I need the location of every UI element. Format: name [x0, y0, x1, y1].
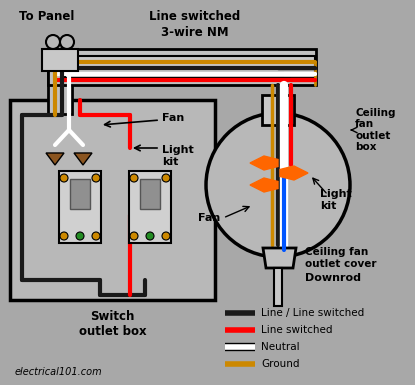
FancyBboxPatch shape — [262, 95, 294, 125]
Polygon shape — [250, 156, 278, 170]
FancyBboxPatch shape — [65, 56, 315, 78]
Polygon shape — [250, 178, 278, 192]
FancyBboxPatch shape — [59, 171, 101, 243]
Circle shape — [206, 113, 350, 257]
Circle shape — [60, 174, 68, 182]
Text: Line / Line switched: Line / Line switched — [261, 308, 364, 318]
Circle shape — [162, 174, 170, 182]
Polygon shape — [74, 153, 92, 165]
Text: electrical101.com: electrical101.com — [15, 367, 103, 377]
FancyBboxPatch shape — [48, 49, 72, 114]
FancyBboxPatch shape — [48, 49, 316, 85]
Circle shape — [92, 174, 100, 182]
Text: Line switched: Line switched — [149, 10, 241, 23]
Text: Switch
outlet box: Switch outlet box — [79, 310, 146, 338]
Text: Light
kit: Light kit — [162, 145, 194, 167]
Text: 3-wire NM: 3-wire NM — [161, 26, 229, 39]
Polygon shape — [280, 166, 308, 180]
FancyBboxPatch shape — [140, 179, 160, 209]
FancyBboxPatch shape — [274, 268, 282, 306]
Polygon shape — [46, 153, 64, 165]
FancyBboxPatch shape — [42, 49, 78, 71]
Circle shape — [146, 232, 154, 240]
Circle shape — [130, 232, 138, 240]
Circle shape — [92, 232, 100, 240]
Polygon shape — [263, 248, 296, 268]
Text: Light
kit: Light kit — [320, 189, 352, 211]
Text: Fan: Fan — [198, 213, 220, 223]
Text: Ground: Ground — [261, 359, 300, 369]
Text: Line switched: Line switched — [261, 325, 332, 335]
FancyBboxPatch shape — [10, 100, 215, 300]
Text: Neutral: Neutral — [261, 342, 300, 352]
Circle shape — [130, 174, 138, 182]
Circle shape — [76, 232, 84, 240]
Circle shape — [162, 232, 170, 240]
FancyBboxPatch shape — [129, 171, 171, 243]
Circle shape — [60, 35, 74, 49]
Circle shape — [60, 232, 68, 240]
Text: Ceiling
fan
outlet
box: Ceiling fan outlet box — [355, 107, 395, 152]
Text: To Panel: To Panel — [20, 10, 75, 23]
Text: Ceiling fan
outlet cover: Ceiling fan outlet cover — [305, 247, 376, 269]
Text: Fan: Fan — [162, 113, 184, 123]
Circle shape — [46, 35, 60, 49]
Text: Downrod: Downrod — [305, 273, 361, 283]
FancyBboxPatch shape — [70, 179, 90, 209]
